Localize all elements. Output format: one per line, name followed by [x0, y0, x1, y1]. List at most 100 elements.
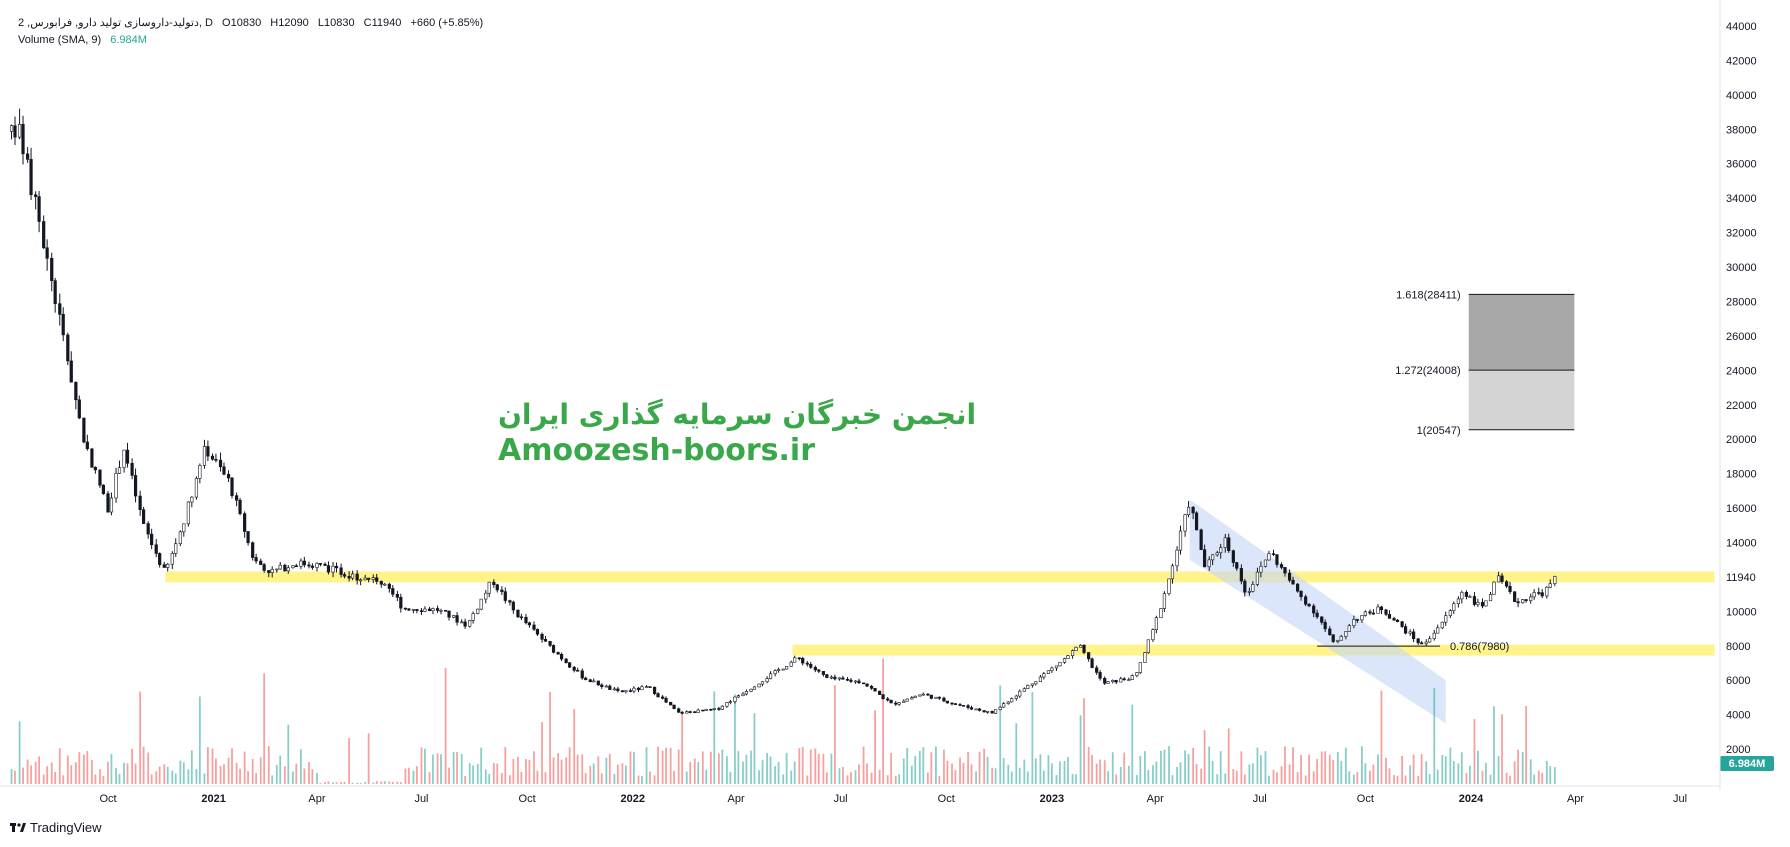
candle-body [1026, 685, 1030, 690]
volume-bar [94, 774, 97, 784]
volume-bar [894, 775, 897, 784]
tradingview-logo-icon [10, 822, 26, 832]
candle-body [1379, 606, 1384, 611]
volume-bar [300, 749, 302, 784]
candle-body [728, 701, 732, 703]
volume-bar [1079, 715, 1082, 784]
time-tick-label: Oct [519, 793, 536, 805]
volume-bar [1505, 772, 1508, 784]
candle-body [202, 446, 207, 466]
volume-bar [18, 721, 21, 784]
candle-body [1304, 596, 1308, 605]
candle-body [174, 543, 178, 554]
candle-body [235, 495, 239, 501]
candle-body [1106, 681, 1110, 684]
candle-body [1215, 552, 1219, 556]
volume-bar [359, 782, 362, 784]
tradingview-brand[interactable]: TradingView [10, 820, 102, 835]
price-tick-label: 34000 [1726, 193, 1757, 205]
time-tick-label: Apr [1567, 793, 1584, 805]
volume-bar [62, 775, 65, 784]
candle-body [427, 608, 432, 612]
volume-bar [340, 782, 343, 784]
volume-bar [560, 759, 563, 784]
volume-bar [316, 772, 318, 784]
volume-bar [600, 773, 603, 784]
candle-body [395, 593, 399, 598]
volume-bar [926, 772, 929, 784]
volume-bar [54, 772, 57, 784]
candle-body [443, 610, 448, 612]
volume-bar [1444, 756, 1447, 784]
candle-body [1095, 667, 1099, 673]
candle-body [383, 583, 387, 586]
volume-bar [351, 782, 354, 784]
candle-body [669, 701, 673, 706]
time-axis: Oct 2021 Apr Jul Oct 2022 Apr Jul Oct 2023 Apr Jul O… [0, 785, 1720, 805]
volume-bar [235, 762, 238, 784]
candle-body [1484, 600, 1488, 607]
candle-body [977, 708, 982, 711]
volume-bar [1344, 747, 1347, 784]
volume-bar [1324, 751, 1327, 784]
candle-body [974, 708, 978, 711]
volume-bar [774, 766, 777, 784]
candle-body [114, 473, 118, 499]
volume-bar [1123, 752, 1126, 784]
volume-bar [86, 751, 89, 784]
candle-body [399, 596, 403, 609]
candle-body [1183, 514, 1187, 532]
candle-body [600, 684, 604, 687]
volume-bar [1243, 774, 1246, 784]
candle-body [1440, 621, 1444, 629]
candle-body [326, 565, 331, 573]
candle-body [825, 674, 829, 678]
volume-bar [1393, 775, 1395, 784]
candle-body [805, 662, 809, 665]
candle-body [1082, 645, 1086, 653]
volume-bar [1107, 771, 1110, 784]
price-tick-label: 24000 [1726, 365, 1757, 377]
volume-bar [38, 756, 41, 784]
candle-body [318, 563, 323, 565]
price-tick-label: 16000 [1726, 503, 1757, 515]
candle-body [733, 696, 737, 702]
candle-body [519, 616, 523, 619]
candle-body [206, 446, 210, 457]
volume-bar [82, 754, 85, 784]
volume-bar [383, 781, 386, 784]
fib-zone-upper [1468, 294, 1575, 371]
volume-bar [1010, 771, 1013, 784]
candle-body [741, 693, 745, 696]
candle-body [701, 709, 705, 712]
volume-bar [308, 762, 310, 784]
candle-body [1411, 631, 1416, 640]
candle-body [1540, 592, 1544, 597]
candle-body [845, 679, 850, 681]
volume-badge-label: 6.984M [1729, 758, 1766, 770]
volume-bar [1091, 755, 1093, 784]
candle-body [1159, 608, 1163, 619]
volume-bar [962, 762, 965, 784]
candle-body [117, 467, 122, 474]
volume-bar [78, 752, 81, 784]
support-zone-lower-support [792, 644, 1715, 656]
candle-body [9, 125, 14, 132]
volume-bar [533, 751, 535, 784]
candle-body [797, 657, 801, 660]
volume-bar [492, 763, 495, 784]
volume-bar [407, 767, 410, 784]
candle-body [339, 567, 343, 575]
candle-body [1283, 567, 1287, 574]
candle-body [985, 710, 990, 713]
volume-bar [472, 765, 475, 784]
legend-main: 2 ,دتولید-داروسازی تولید دارو, فرابورس, … [18, 16, 483, 29]
candle-body [982, 710, 986, 713]
price-tick-label: 42000 [1726, 55, 1757, 67]
candle-body [1087, 652, 1091, 660]
volume-bar [673, 770, 676, 784]
volume-bar [207, 747, 209, 784]
volume-bar [761, 760, 764, 784]
volume-bar [597, 756, 600, 784]
